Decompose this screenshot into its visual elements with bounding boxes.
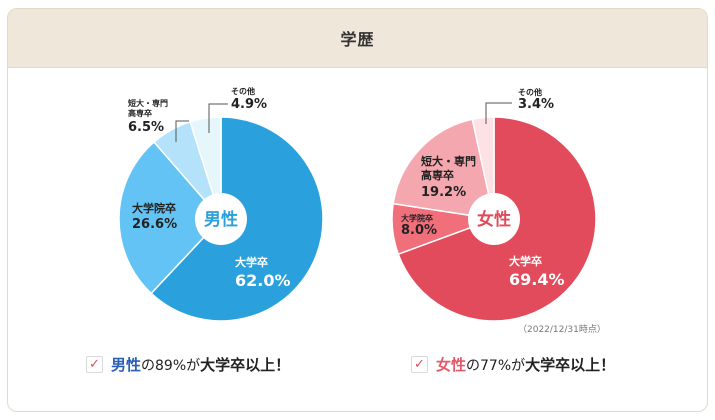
center-label: 男性: [204, 209, 238, 230]
slice-label: 短大・専門: [421, 154, 476, 168]
slice-value: 19.2%: [421, 185, 466, 200]
pie-slice: [392, 118, 495, 220]
leader-line: [208, 103, 228, 133]
caption-male-middle: の89%が: [141, 357, 201, 374]
caption-male: ✓ 男性 の89%が 大学卒以上！: [86, 354, 290, 375]
slice-label: 大学院卒: [132, 201, 176, 215]
pie-slice: [118, 141, 223, 295]
slice-label: その他: [231, 86, 255, 96]
leader-line: [485, 102, 512, 124]
slice-label: 短大・専門: [128, 98, 168, 108]
slice-label: 高専卒: [128, 108, 152, 118]
checkbox-icon: ✓: [411, 356, 428, 373]
slice-value: 6.5%: [128, 120, 164, 135]
pie-center: [195, 193, 247, 245]
slice-label: 大学卒: [235, 255, 268, 269]
caption-female-middle: の77%が: [466, 357, 526, 374]
checkbox-icon: ✓: [86, 356, 103, 373]
card-header: 学歴: [8, 9, 707, 68]
slice-label: その他: [518, 87, 542, 97]
caption-female-strong: 大学卒以上！: [525, 356, 616, 374]
section-title: 学歴: [340, 30, 375, 49]
slice-value: 26.6%: [132, 217, 177, 232]
caption-male-highlight: 男性: [111, 356, 142, 374]
date-note: （2022/12/31時点）: [518, 325, 606, 335]
center-label: 女性: [477, 209, 511, 230]
caption-female: ✓ 女性 の77%が 大学卒以上！: [411, 354, 615, 375]
slice-label: 大学院卒: [401, 213, 433, 223]
caption-male-strong: 大学卒以上！: [200, 356, 291, 374]
caption-female-highlight: 女性: [436, 356, 467, 374]
slice-value: 4.9%: [231, 97, 267, 112]
leader-line: [175, 120, 189, 142]
pie-slice: [471, 116, 495, 220]
slice-value: 69.4%: [509, 270, 565, 289]
pie-slice: [189, 116, 222, 220]
slice-value: 3.4%: [518, 97, 554, 112]
pie-center: [468, 193, 520, 245]
slice-label: 高専卒: [421, 168, 454, 182]
slice-value: 62.0%: [235, 271, 291, 290]
slice-value: 8.0%: [401, 223, 437, 238]
slice-label: 大学卒: [509, 254, 542, 268]
